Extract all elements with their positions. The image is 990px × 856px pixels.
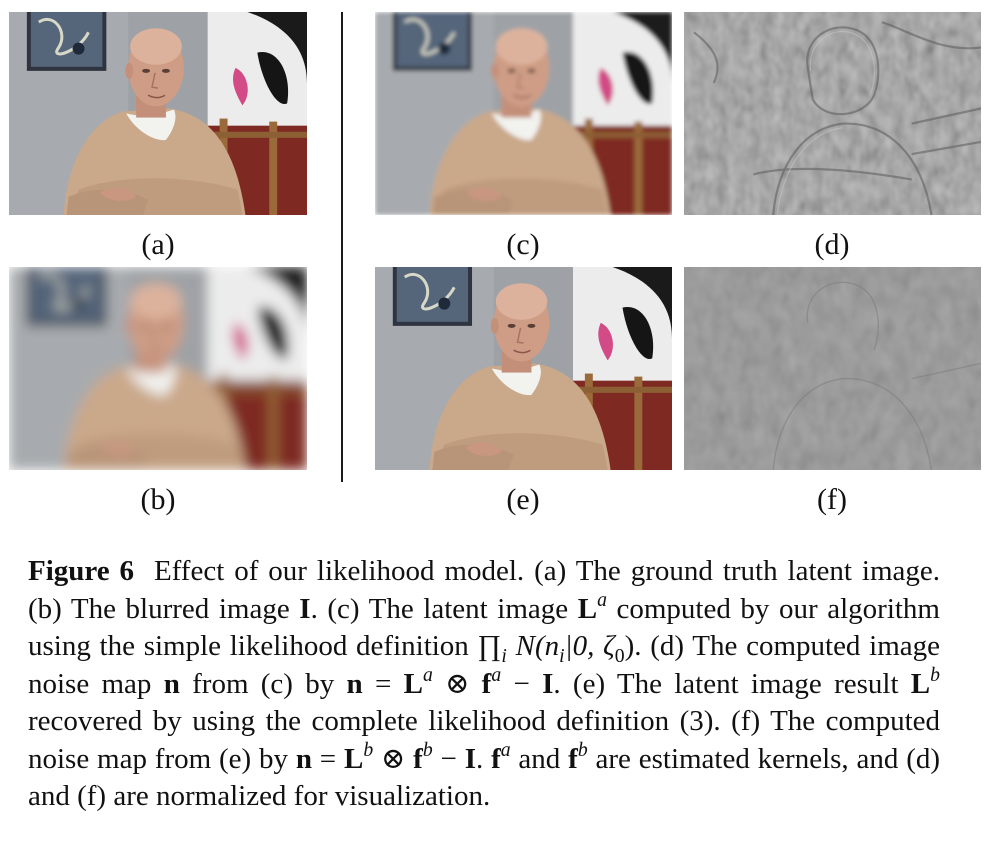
panel-b-image (9, 267, 307, 470)
caption-text: Effect of our likelihood model. (a) The … (28, 555, 941, 625)
panel-d-label: (d) (814, 228, 850, 261)
panel-c-image (375, 12, 672, 215)
panel-a-image (9, 12, 307, 215)
panel-e-label: (e) (506, 483, 540, 516)
panel-f-label: (f) (817, 483, 847, 516)
figure-caption: Figure 6 Effect of our likelihood model.… (28, 555, 941, 812)
panel-f-noise-map (684, 267, 981, 470)
panel-c-label: (c) (506, 228, 540, 261)
figure-label: Figure 6 (28, 555, 135, 587)
panel-d-noise-map (684, 12, 981, 215)
panel-b-label: (b) (140, 483, 176, 516)
panel-e-image (375, 267, 672, 470)
panel-a-label: (a) (141, 228, 175, 261)
vertical-divider (341, 12, 343, 482)
